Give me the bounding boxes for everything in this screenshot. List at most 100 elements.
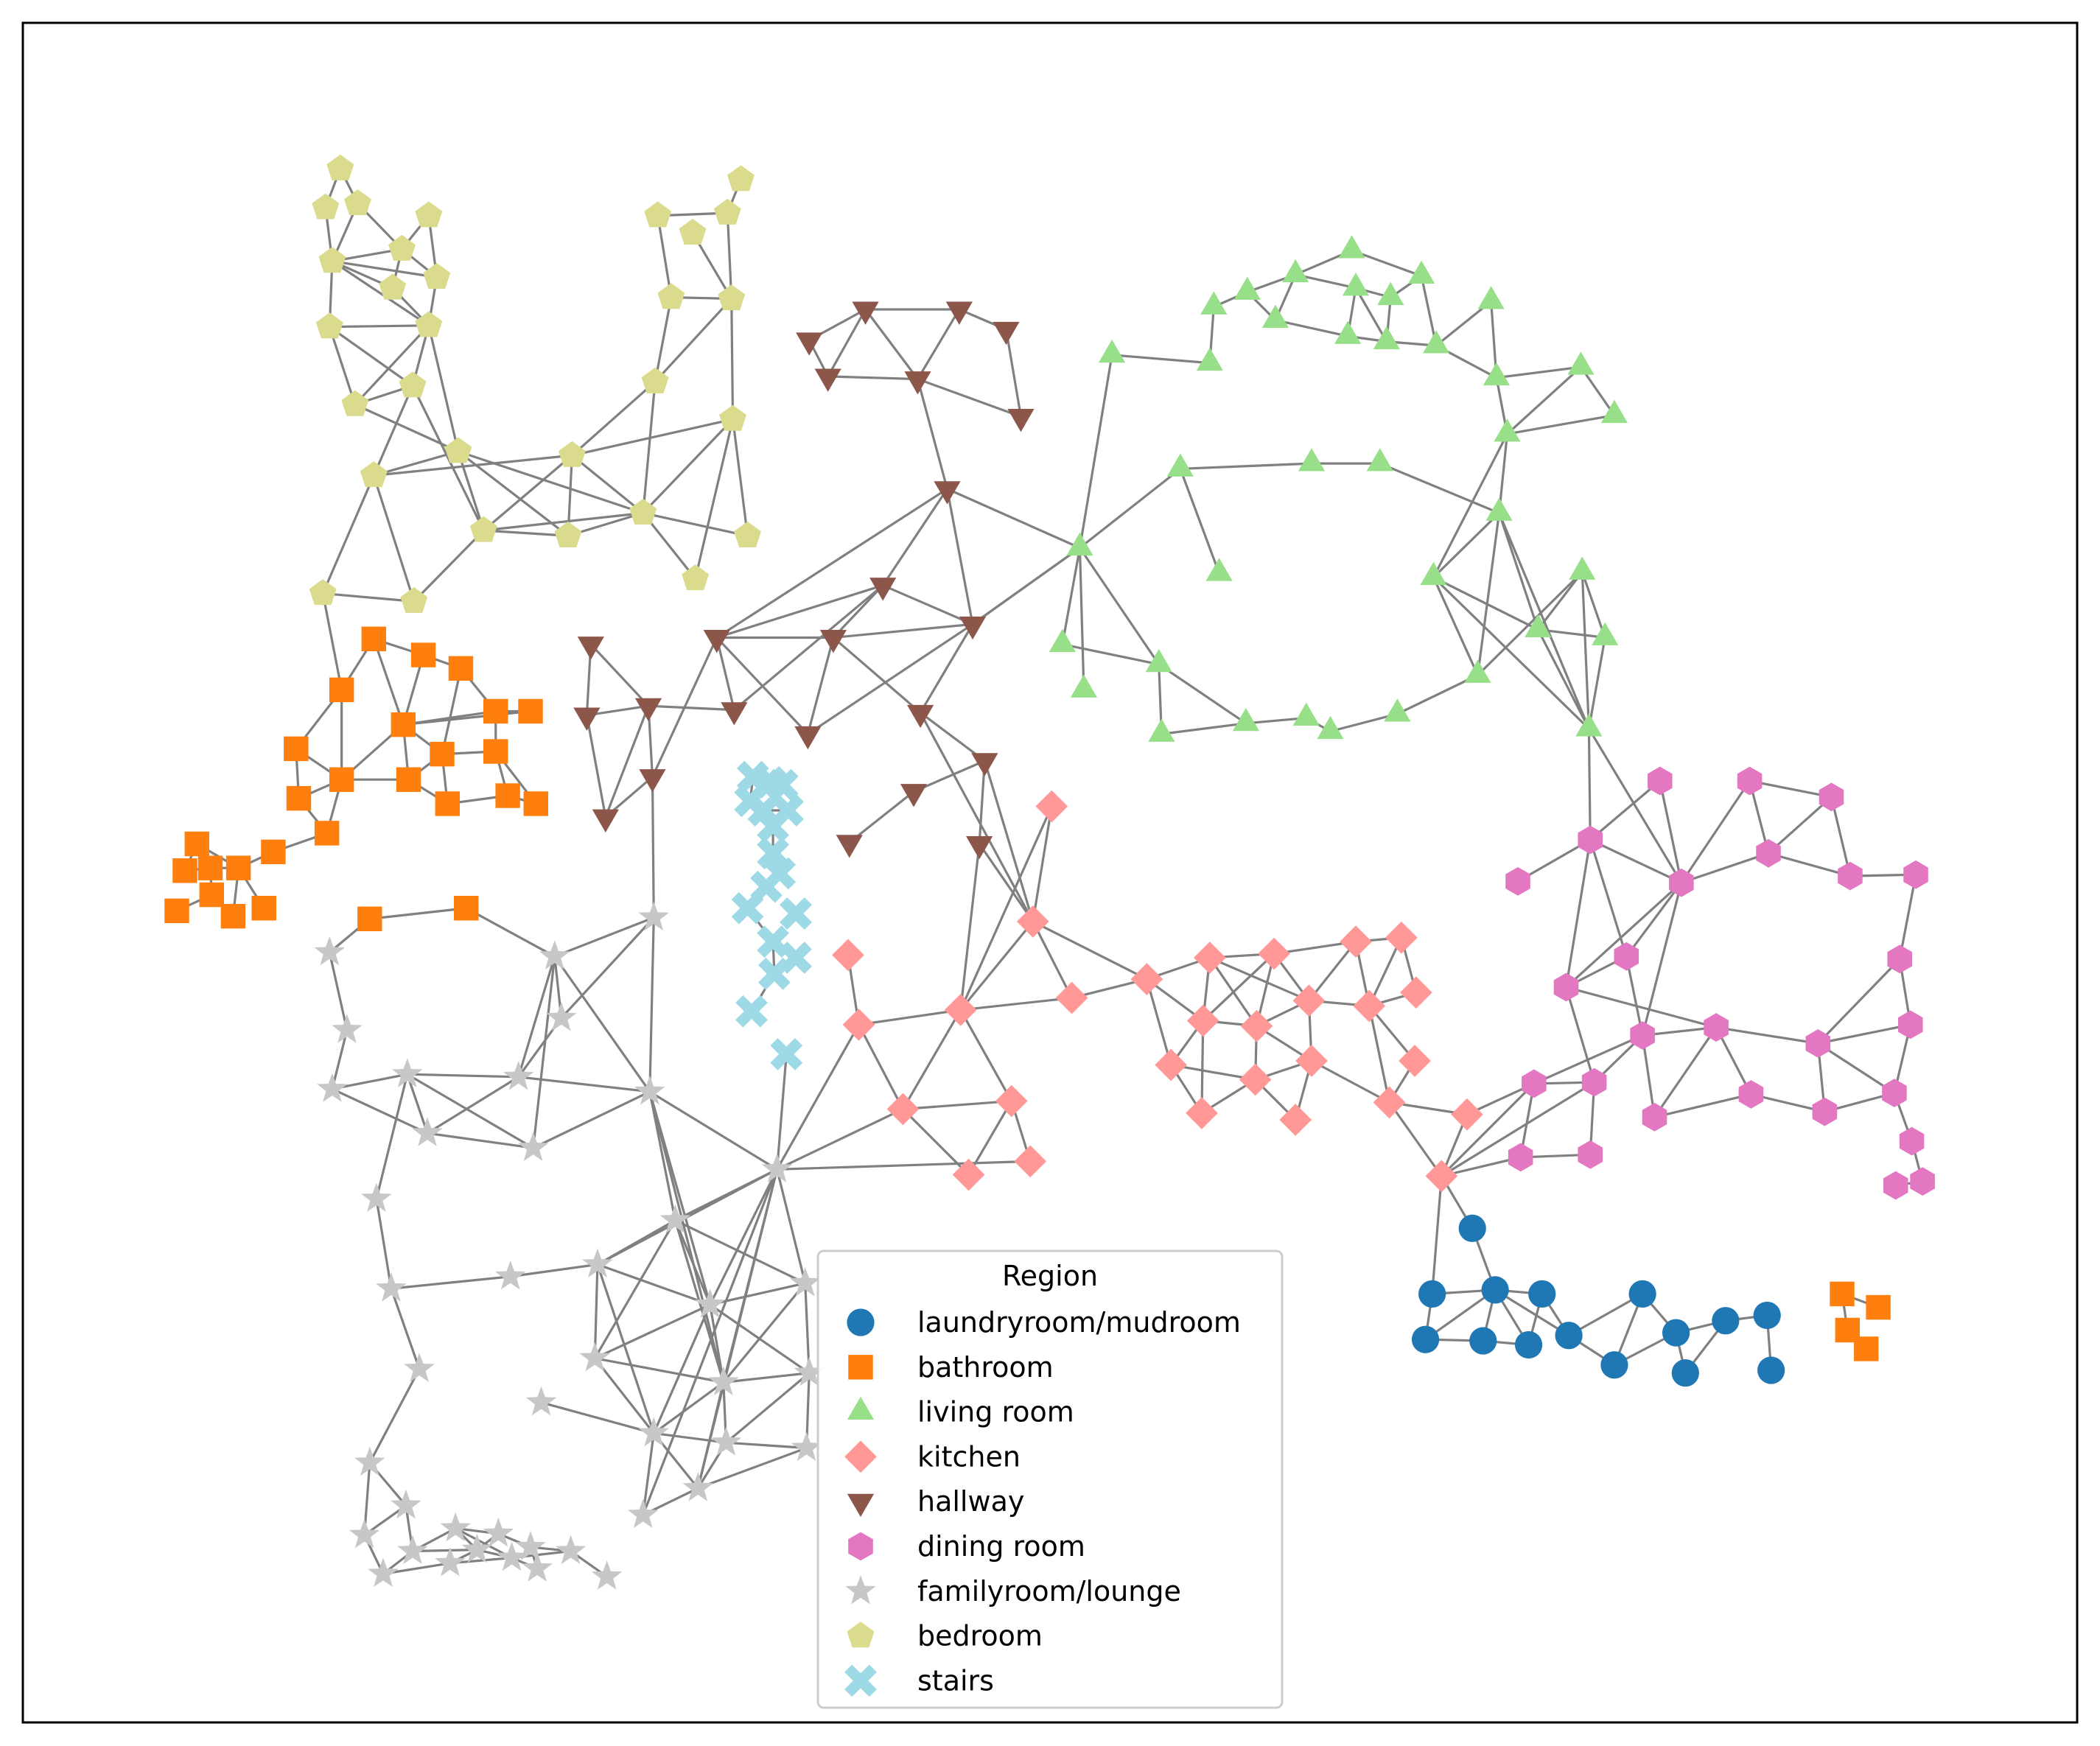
graph-edge bbox=[1589, 838, 1682, 884]
node-kitchen bbox=[1292, 984, 1326, 1017]
graph-edge bbox=[959, 920, 1035, 1011]
node-bedroom bbox=[315, 312, 343, 339]
graph-edge bbox=[960, 996, 1072, 1012]
node-dining-room bbox=[1553, 972, 1579, 1002]
graph-edge bbox=[648, 1090, 778, 1171]
node-hallway bbox=[796, 332, 823, 356]
graph-edge bbox=[1494, 1289, 1569, 1337]
node-living-room bbox=[1408, 260, 1435, 284]
graph-edge bbox=[369, 907, 466, 920]
node-kitchen bbox=[1186, 1004, 1219, 1037]
node-living-room bbox=[1569, 556, 1596, 580]
node-dining-room bbox=[1581, 1067, 1607, 1097]
node-kitchen bbox=[1373, 1086, 1406, 1119]
node-bedroom bbox=[679, 218, 707, 245]
legend-label: living room bbox=[917, 1396, 1074, 1428]
node-hallway bbox=[945, 301, 973, 325]
node-familyroom-lounge bbox=[525, 1386, 557, 1416]
graph-edge bbox=[587, 704, 649, 717]
graph-edge bbox=[1330, 712, 1398, 733]
node-familyroom-lounge bbox=[391, 1058, 423, 1087]
graph-edge bbox=[651, 776, 655, 918]
node-familyroom-lounge bbox=[539, 940, 570, 970]
graph-edge bbox=[483, 454, 573, 532]
node-living-room bbox=[1575, 713, 1603, 737]
graph-edge bbox=[1588, 728, 1683, 884]
node-dining-room bbox=[1812, 1097, 1838, 1126]
node-laundryroom-mudroom bbox=[1411, 1325, 1440, 1353]
graph-edge bbox=[726, 1441, 807, 1450]
graph-edge bbox=[1536, 628, 1590, 729]
graph-edge bbox=[560, 916, 655, 1019]
node-familyroom-lounge bbox=[412, 1117, 443, 1146]
node-living-room bbox=[1477, 286, 1505, 309]
graph-edge bbox=[1308, 941, 1357, 1002]
node-kitchen bbox=[1035, 790, 1068, 823]
graph-edge bbox=[597, 1219, 676, 1266]
graph-edge bbox=[654, 297, 673, 382]
graph-edge bbox=[946, 488, 1081, 550]
graph-edge bbox=[1441, 1082, 1535, 1177]
node-laundryroom-mudroom bbox=[1469, 1327, 1497, 1355]
node-laundryroom-mudroom bbox=[1628, 1280, 1656, 1308]
graph-edge bbox=[1170, 1063, 1256, 1081]
node-dining-room bbox=[1704, 1013, 1729, 1042]
node-dining-room bbox=[1882, 1079, 1907, 1108]
graph-edge bbox=[403, 709, 531, 726]
node-kitchen bbox=[1279, 1104, 1312, 1136]
node-living-room bbox=[1196, 347, 1223, 371]
node-dining-room bbox=[1910, 1167, 1935, 1196]
node-hallway bbox=[703, 630, 730, 653]
graph-edge bbox=[1079, 468, 1181, 549]
graph-edge bbox=[827, 309, 867, 377]
node-familyroom-lounge bbox=[435, 1546, 466, 1577]
node-kitchen bbox=[886, 1093, 920, 1126]
graph-edge bbox=[1498, 512, 1539, 631]
graph-edge bbox=[1432, 512, 1500, 578]
node-laundryroom-mudroom bbox=[1600, 1351, 1628, 1379]
node-living-room bbox=[1338, 235, 1365, 259]
node-bedroom bbox=[719, 404, 746, 431]
graph-edge bbox=[1625, 956, 1644, 1036]
graph-edge bbox=[959, 805, 1053, 1011]
graph-edge bbox=[848, 790, 915, 844]
graph-edge bbox=[902, 1009, 962, 1110]
node-dining-room bbox=[1756, 838, 1781, 868]
graph-edge bbox=[1681, 852, 1769, 884]
graph-edge bbox=[554, 916, 654, 958]
graph-edge bbox=[1424, 1289, 1497, 1341]
node-hallway bbox=[907, 704, 934, 729]
node-bedroom bbox=[469, 516, 497, 542]
graph-edge bbox=[604, 705, 650, 818]
node-stairs bbox=[757, 810, 790, 843]
graph-edge bbox=[594, 1303, 711, 1360]
graph-edge bbox=[806, 637, 835, 734]
node-familyroom-lounge bbox=[496, 1541, 528, 1571]
node-bedroom bbox=[399, 371, 427, 398]
graph-edge bbox=[1180, 462, 1312, 470]
graph-edge bbox=[673, 1219, 712, 1305]
legend-label: familyroom/lounge bbox=[917, 1575, 1181, 1607]
graph-edge bbox=[1830, 796, 1852, 877]
node-kitchen bbox=[1258, 937, 1290, 970]
legend-box bbox=[816, 1249, 1284, 1709]
graph-edge bbox=[1368, 1005, 1416, 1062]
graph-edge bbox=[427, 1076, 519, 1135]
graph-edge bbox=[1368, 1006, 1391, 1103]
node-bedroom bbox=[644, 201, 672, 228]
node-laundryroom-mudroom bbox=[1753, 1301, 1781, 1330]
node-familyroom-lounge bbox=[638, 1417, 670, 1447]
node-familyroom-lounge bbox=[546, 1001, 577, 1031]
graph-edge bbox=[597, 1263, 711, 1306]
node-bathroom bbox=[483, 739, 508, 764]
graph-edge bbox=[1379, 462, 1500, 514]
graph-edge bbox=[832, 637, 922, 714]
legend-label: kitchen bbox=[917, 1440, 1021, 1473]
graph-edge bbox=[1441, 1156, 1522, 1177]
graph-edge bbox=[483, 529, 569, 537]
legend-title: Region bbox=[1002, 1260, 1098, 1292]
node-stairs bbox=[770, 1038, 803, 1070]
node-laundryroom-mudroom bbox=[1458, 1214, 1486, 1242]
node-kitchen bbox=[1399, 1045, 1431, 1077]
graph-edge bbox=[919, 712, 1035, 922]
